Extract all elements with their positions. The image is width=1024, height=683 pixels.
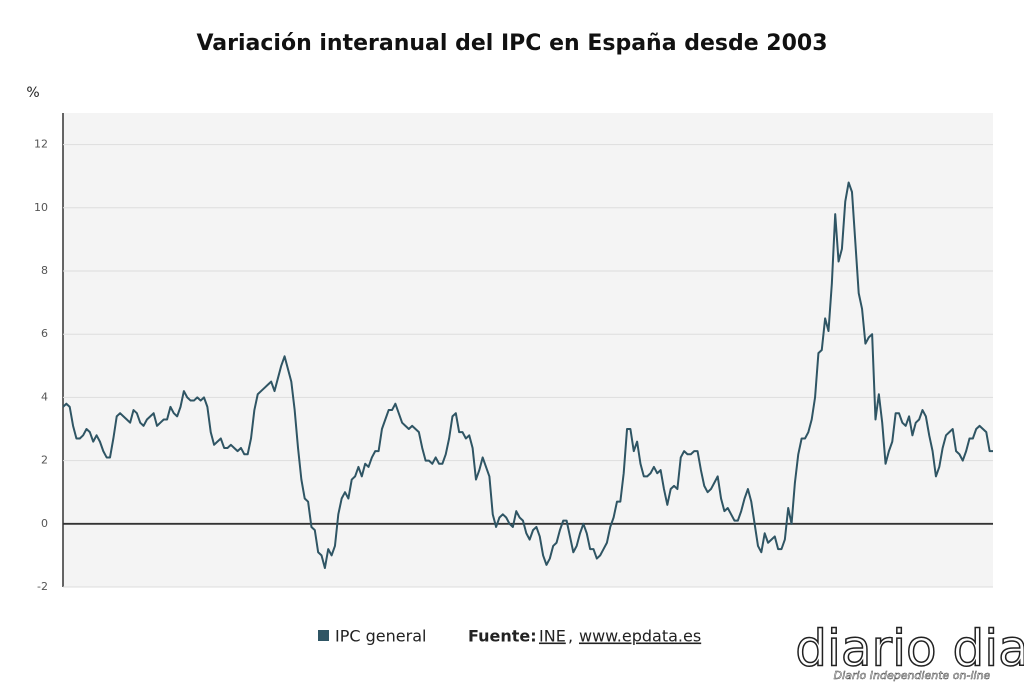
- source-link[interactable]: INE: [539, 627, 566, 646]
- y-tick-label: 4: [41, 390, 48, 403]
- y-tick-label: 10: [34, 201, 48, 214]
- source-link[interactable]: www.epdata.es: [579, 627, 701, 646]
- series-line: [62, 181, 993, 570]
- source-separator: ,: [568, 627, 573, 646]
- y-tick-label: 8: [41, 264, 48, 277]
- y-tick-label: -2: [37, 580, 48, 593]
- y-axis-label: %: [26, 85, 39, 101]
- source-label: Fuente:: [468, 627, 537, 646]
- logo-tagline: Diario Independiente on-line: [834, 669, 991, 682]
- grid: -2 0 2 4 6 8 10 12: [34, 138, 993, 593]
- y-tick-label: 2: [41, 454, 48, 467]
- plot-area: [63, 113, 993, 587]
- y-tick-label: 12: [34, 138, 48, 151]
- lines: [62, 181, 993, 570]
- chart-title: Variación interanual del IPC en España d…: [196, 31, 827, 56]
- legend-swatch: [318, 630, 329, 641]
- y-tick-label: 0: [41, 517, 48, 530]
- logo: diario dia: [795, 620, 1024, 678]
- legend-label: IPC general: [335, 627, 426, 646]
- y-tick-label: 6: [41, 327, 48, 340]
